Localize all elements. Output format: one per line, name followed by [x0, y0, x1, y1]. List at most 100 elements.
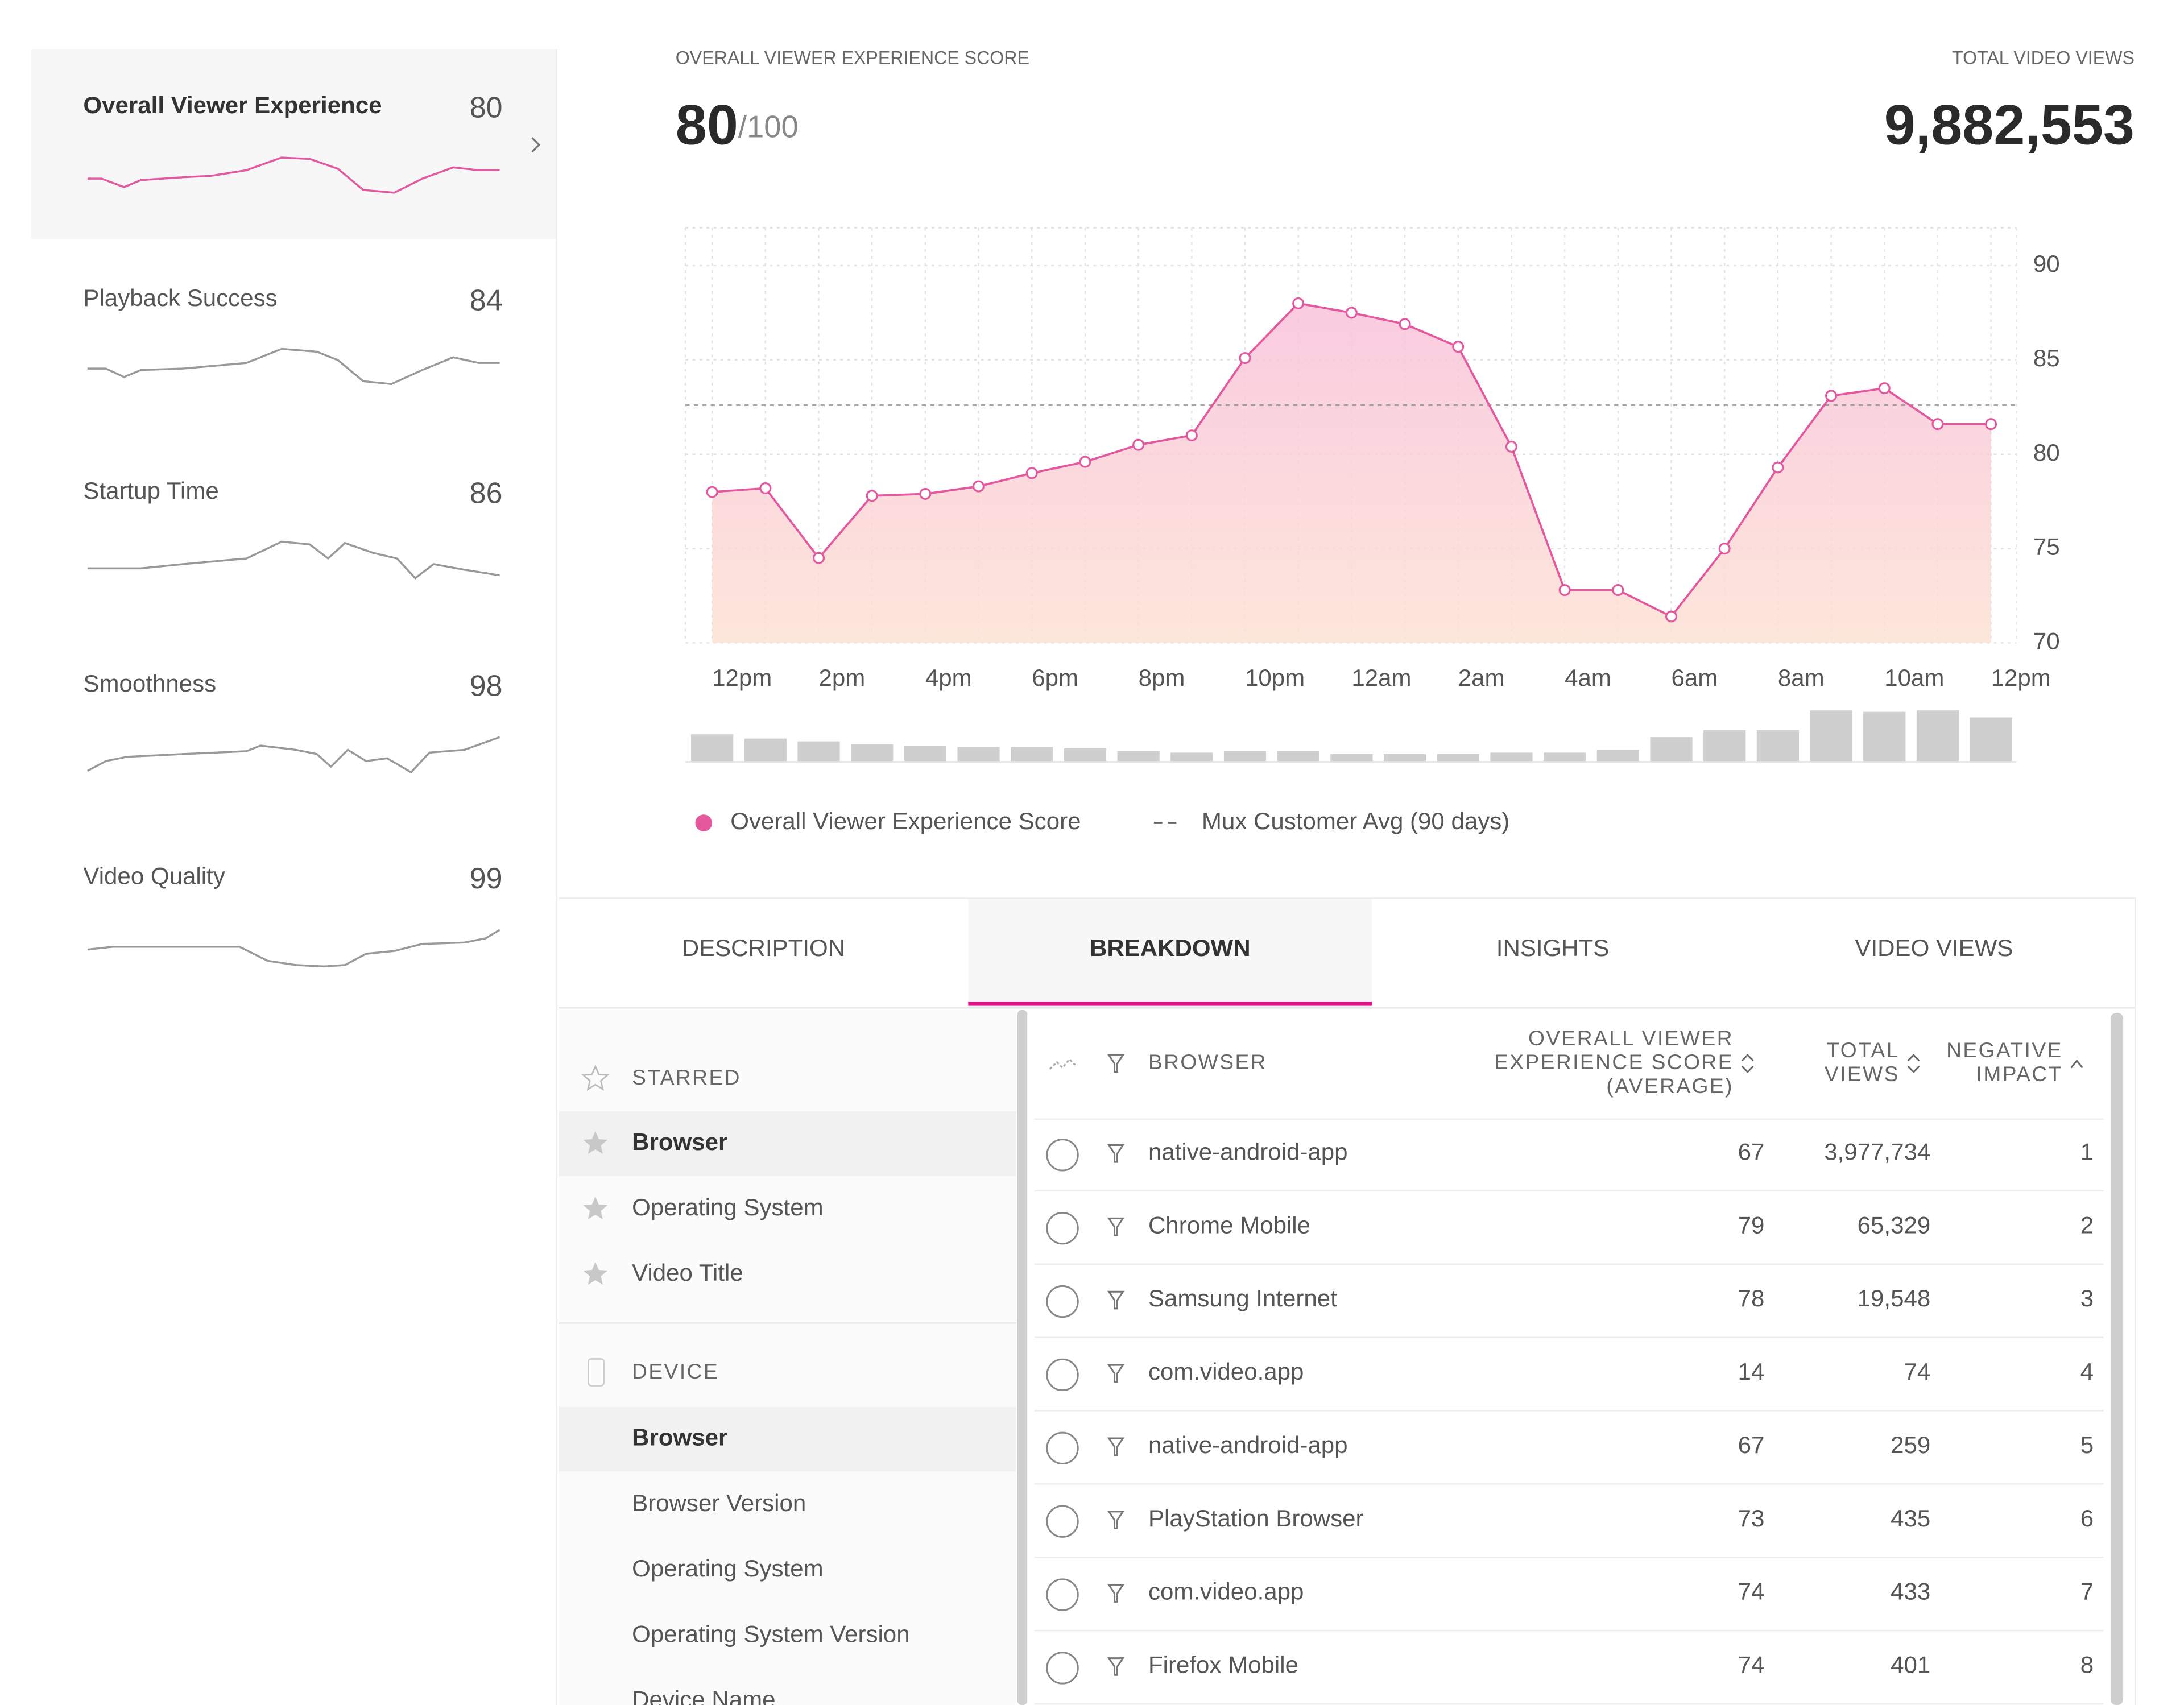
view-bar — [1117, 751, 1160, 762]
filter-icon[interactable] — [1107, 1144, 1125, 1163]
star-icon — [583, 1261, 608, 1285]
point[interactable] — [706, 486, 718, 498]
views-label: TOTAL VIDEO VIEWS — [1952, 47, 2135, 68]
tab[interactable]: BREAKDOWN — [1090, 934, 1251, 961]
star-icon — [581, 1064, 610, 1091]
y-tick-label: 80 — [2033, 439, 2060, 466]
point[interactable] — [1772, 461, 1784, 474]
column-header[interactable]: NEGATIVE — [1946, 1038, 2063, 1062]
point[interactable] — [1079, 456, 1091, 468]
point[interactable] — [759, 482, 772, 494]
x-tick-label: 12pm — [712, 664, 772, 691]
filter-icon[interactable] — [1107, 1290, 1125, 1310]
filter-icon[interactable] — [1107, 1437, 1125, 1456]
metric-score[interactable]: 86 — [470, 477, 503, 510]
metric-score[interactable]: 84 — [470, 284, 503, 317]
cell: 3,977,734 — [1824, 1138, 1930, 1165]
tab[interactable]: DESCRIPTION — [682, 934, 845, 961]
point[interactable] — [1399, 318, 1411, 330]
point[interactable] — [1665, 610, 1678, 623]
filter-icon[interactable] — [1107, 1364, 1125, 1383]
view-bar — [904, 746, 946, 762]
metric-score[interactable]: 80 — [470, 92, 503, 125]
trend-icon[interactable] — [1049, 1058, 1076, 1070]
column-header[interactable]: IMPACT — [1976, 1062, 2063, 1086]
cell: native-android-app — [1148, 1138, 1348, 1165]
breakdown-item[interactable]: Video Title — [632, 1259, 743, 1286]
point[interactable] — [1452, 341, 1465, 353]
selected-metric-bg — [31, 49, 556, 239]
x-tick-label: 2am — [1458, 664, 1505, 691]
breakdown-item[interactable]: Browser Version — [632, 1489, 806, 1516]
point[interactable] — [1345, 307, 1358, 319]
cell: 435 — [1891, 1505, 1930, 1532]
point[interactable] — [1292, 297, 1305, 309]
row-checkbox[interactable] — [1046, 1505, 1079, 1538]
view-bar — [851, 744, 894, 762]
sort-icon[interactable] — [1741, 1054, 1754, 1073]
filter-icon[interactable] — [1107, 1511, 1125, 1530]
tab[interactable]: VIDEO VIEWS — [1855, 934, 2013, 961]
column-header[interactable]: BROWSER — [1148, 1050, 1267, 1074]
point[interactable] — [1931, 418, 1944, 431]
row-checkbox[interactable] — [1046, 1358, 1079, 1392]
row-checkbox[interactable] — [1046, 1652, 1079, 1685]
cell: 73 — [1738, 1505, 1765, 1532]
tab[interactable]: INSIGHTS — [1496, 934, 1610, 961]
row-checkbox[interactable] — [1046, 1578, 1079, 1611]
breakdown-item[interactable]: Browser — [632, 1424, 727, 1451]
point[interactable] — [1825, 390, 1838, 402]
metric-name[interactable]: Smoothness — [83, 670, 216, 697]
point[interactable] — [919, 487, 932, 500]
column-header[interactable]: OVERALL VIEWER — [1528, 1026, 1734, 1050]
metric-name[interactable]: Playback Success — [83, 284, 277, 311]
point[interactable] — [1718, 543, 1731, 555]
point[interactable] — [1878, 382, 1891, 395]
y-tick-label: 90 — [2033, 250, 2060, 277]
column-header[interactable]: EXPERIENCE SCORE — [1494, 1050, 1734, 1074]
selected-row-bg — [559, 1406, 1016, 1472]
row-checkbox[interactable] — [1046, 1139, 1079, 1172]
metric-score[interactable]: 98 — [470, 669, 503, 702]
row-checkbox[interactable] — [1046, 1285, 1079, 1318]
filter-icon[interactable] — [1107, 1054, 1125, 1073]
point[interactable] — [1132, 438, 1145, 451]
point[interactable] — [1505, 440, 1517, 453]
sort-icon[interactable] — [2070, 1059, 2083, 1069]
view-bar — [1383, 754, 1426, 762]
row-checkbox[interactable] — [1046, 1212, 1079, 1245]
point[interactable] — [1239, 352, 1251, 365]
point[interactable] — [973, 480, 985, 493]
metric-name[interactable]: Startup Time — [83, 477, 218, 504]
point[interactable] — [812, 552, 825, 564]
cell: 3 — [2080, 1285, 2094, 1311]
point[interactable] — [1985, 418, 1997, 431]
column-header[interactable]: (AVERAGE) — [1606, 1074, 1734, 1098]
tab-active-bg — [968, 899, 1372, 1003]
star-icon — [583, 1196, 608, 1220]
selected-row-bg — [559, 1111, 1016, 1176]
breakdown-item[interactable]: Device Name — [632, 1686, 775, 1705]
point[interactable] — [1558, 584, 1571, 597]
point[interactable] — [1185, 429, 1198, 442]
point[interactable] — [1025, 467, 1038, 479]
group-title: DEVICE — [632, 1359, 719, 1383]
breakdown-item[interactable]: Operating System — [632, 1555, 824, 1582]
x-tick-label: 6pm — [1032, 664, 1078, 691]
sort-icon[interactable] — [1907, 1054, 1920, 1073]
column-header[interactable]: VIEWS — [1825, 1062, 1900, 1086]
metric-score[interactable]: 99 — [470, 862, 503, 895]
row-checkbox[interactable] — [1046, 1431, 1079, 1465]
filter-icon[interactable] — [1107, 1584, 1125, 1603]
metric-name[interactable]: Overall Viewer Experience — [83, 92, 382, 118]
point[interactable] — [1612, 584, 1624, 597]
metric-name[interactable]: Video Quality — [83, 863, 225, 889]
breakdown-item[interactable]: Operating System Version — [632, 1620, 909, 1647]
filter-icon[interactable] — [1107, 1657, 1125, 1676]
filter-icon[interactable] — [1107, 1217, 1125, 1236]
column-header[interactable]: TOTAL — [1826, 1038, 1900, 1062]
point[interactable] — [866, 490, 878, 502]
breakdown-item[interactable]: Operating System — [632, 1194, 824, 1220]
breakdown-item[interactable]: Browser — [632, 1128, 727, 1155]
sparkline — [87, 929, 500, 968]
